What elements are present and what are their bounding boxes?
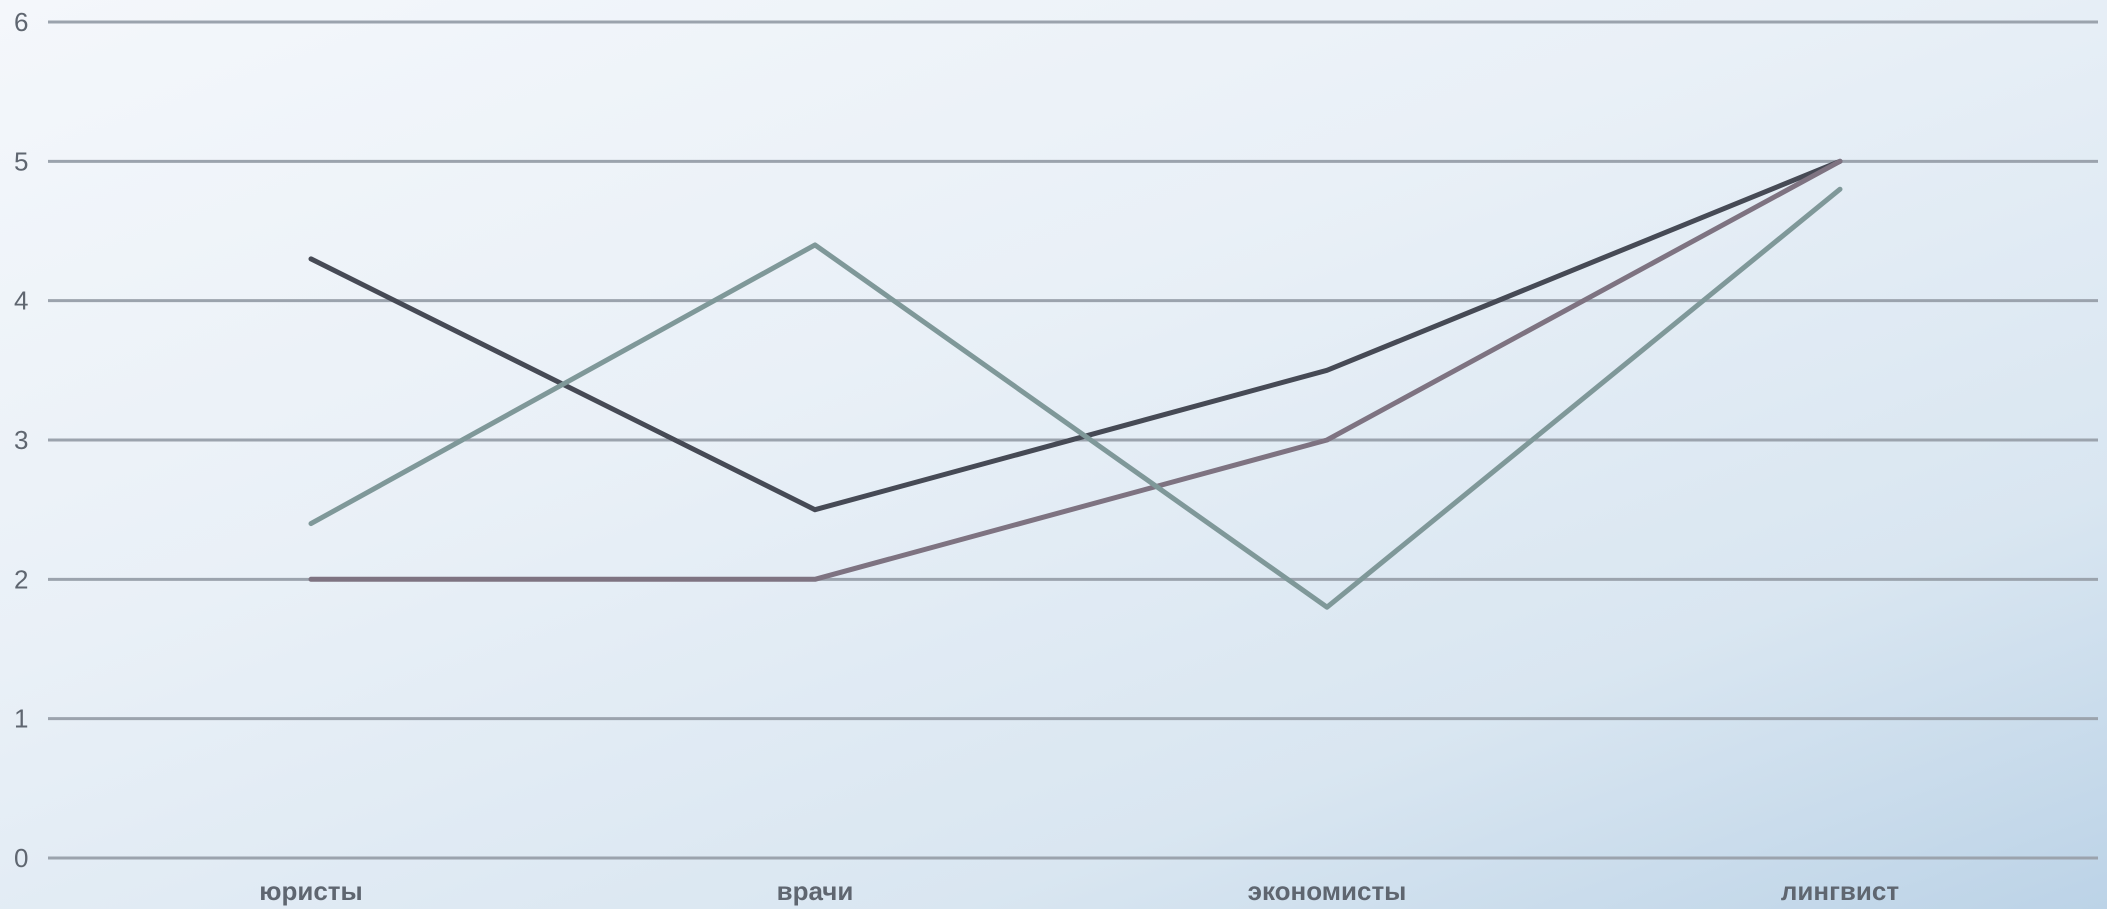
y-axis: 0 1 2 3 4 5 6	[14, 7, 28, 873]
x-tick-label: юристы	[259, 876, 362, 906]
series-line-2	[308, 158, 1843, 582]
series-line-3	[308, 186, 1843, 610]
x-tick-label: врачи	[777, 876, 854, 906]
y-tick-label: 2	[14, 564, 28, 594]
x-tick-label: лингвист	[1781, 876, 1899, 906]
x-axis: юристы врачи экономисты лингвист	[259, 876, 1899, 906]
series-group	[308, 158, 1843, 610]
series-line-1	[308, 158, 1843, 513]
y-tick-label: 3	[14, 425, 28, 455]
y-tick-label: 1	[14, 704, 28, 734]
y-tick-label: 6	[14, 7, 28, 37]
y-tick-label: 0	[14, 843, 28, 873]
y-tick-label: 5	[14, 146, 28, 176]
x-tick-label: экономисты	[1248, 876, 1407, 906]
y-tick-label: 4	[14, 286, 28, 316]
